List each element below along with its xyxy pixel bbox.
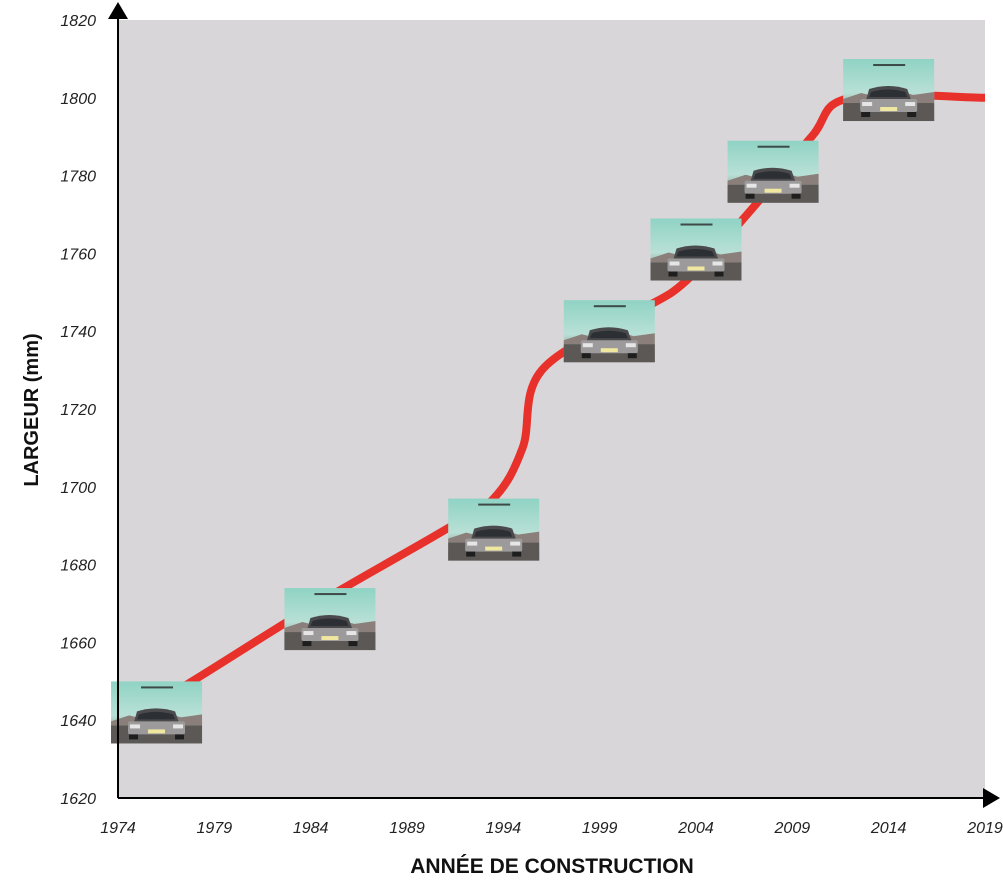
axes — [108, 2, 1000, 808]
x-tick-label: 1994 — [486, 820, 522, 837]
x-tick-label: 1984 — [293, 820, 329, 837]
car-photos — [111, 59, 935, 744]
y-axis-arrow — [108, 2, 128, 19]
y-axis-title: LARGEUR (mm) — [21, 333, 43, 486]
y-tick-label: 1720 — [60, 402, 96, 419]
x-tick-label: 2014 — [870, 820, 907, 837]
y-tick-label: 1800 — [60, 91, 96, 108]
y-tick-label: 1740 — [60, 324, 96, 341]
x-tick-label: 1974 — [100, 820, 136, 837]
y-tick-labels: 1620 1640 1660 1680 1700 1720 1740 1760 1780 1800… — [60, 13, 96, 808]
x-tick-label: 2009 — [774, 820, 811, 837]
x-tick-labels: 1974 1979 1984 1989 1994 1999 2004 2009 2014 2019 — [100, 820, 1003, 837]
y-tick-label: 1680 — [60, 558, 96, 575]
x-tick-label: 1999 — [582, 820, 618, 837]
plot-background — [118, 20, 985, 798]
x-tick-label: 2004 — [677, 820, 714, 837]
car-photo-golf-1 — [111, 681, 203, 744]
x-tick-label: 1989 — [389, 820, 425, 837]
x-axis-arrow — [983, 788, 1000, 808]
y-tick-label: 1640 — [60, 713, 96, 730]
x-axis-title: ANNÉE DE CONSTRUCTION — [410, 855, 694, 878]
y-tick-label: 1660 — [60, 635, 96, 652]
car-photo-golf-5 — [650, 218, 742, 281]
y-tick-label: 1780 — [60, 169, 96, 186]
y-tick-label: 1620 — [60, 791, 96, 808]
car-photo-golf-2 — [284, 588, 376, 651]
y-tick-label: 1760 — [60, 246, 96, 263]
x-tick-label: 1979 — [197, 820, 233, 837]
car-photo-golf-4 — [563, 300, 655, 363]
y-tick-label: 1700 — [60, 480, 96, 497]
y-tick-label: 1820 — [60, 13, 96, 30]
x-tick-label: 2019 — [966, 820, 1003, 837]
car-photo-golf-7 — [843, 59, 935, 122]
car-photo-golf-3 — [448, 498, 540, 561]
car-photo-golf-6 — [727, 140, 819, 203]
